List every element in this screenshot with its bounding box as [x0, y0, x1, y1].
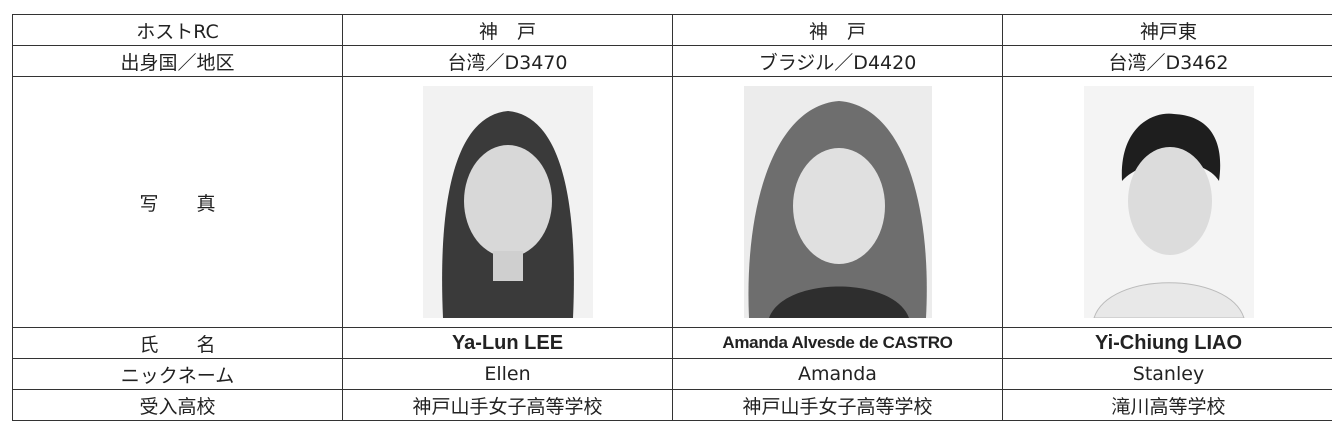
row-label: ニックネーム: [12, 358, 343, 390]
row: ニックネーム Ellen Amanda Stanley: [12, 358, 1332, 390]
cell: ブラジル／D4420: [672, 45, 1003, 77]
cell: Amanda: [672, 358, 1003, 390]
cell: 神戸山手女子高等学校: [672, 389, 1003, 421]
row: 写 真: [12, 76, 1332, 328]
cell: 台湾／D3470: [342, 45, 673, 77]
row-label: 受入高校: [12, 389, 343, 421]
row: ホストRC 神 戸 神 戸 神戸東: [12, 14, 1332, 46]
photo-cell: [342, 76, 673, 328]
cell: 滝川高等学校: [1002, 389, 1332, 421]
cell: Stanley: [1002, 358, 1332, 390]
row-label: 出身国／地区: [12, 45, 343, 77]
cell: Yi-Chiung LIAO: [1002, 327, 1332, 359]
cell: Amanda Alvesde de CASTRO: [672, 327, 1003, 359]
photo-cell: [672, 76, 1003, 328]
row-label: ホストRC: [12, 14, 343, 46]
row: 出身国／地区 台湾／D3470 ブラジル／D4420 台湾／D3462: [12, 45, 1332, 77]
row-label: 氏 名: [12, 327, 343, 359]
cell: 台湾／D3462: [1002, 45, 1332, 77]
photo: [422, 86, 593, 318]
photo: [1083, 86, 1254, 318]
cell: 神 戸: [672, 14, 1003, 46]
photo: [743, 86, 932, 318]
cell: 神戸山手女子高等学校: [342, 389, 673, 421]
row: 受入高校 神戸山手女子高等学校 神戸山手女子高等学校 滝川高等学校: [12, 389, 1332, 421]
cell: 神戸東: [1002, 14, 1332, 46]
row: 氏 名 Ya-Lun LEE Amanda Alvesde de CASTRO …: [12, 327, 1332, 359]
photo-cell: [1002, 76, 1332, 328]
row-label: 写 真: [12, 76, 343, 328]
student-table: ホストRC 神 戸 神 戸 神戸東 出身国／地区 台湾／D3470 ブラジル／D…: [12, 14, 1332, 421]
cell: Ellen: [342, 358, 673, 390]
cell: Ya-Lun LEE: [342, 327, 673, 359]
cell: 神 戸: [342, 14, 673, 46]
